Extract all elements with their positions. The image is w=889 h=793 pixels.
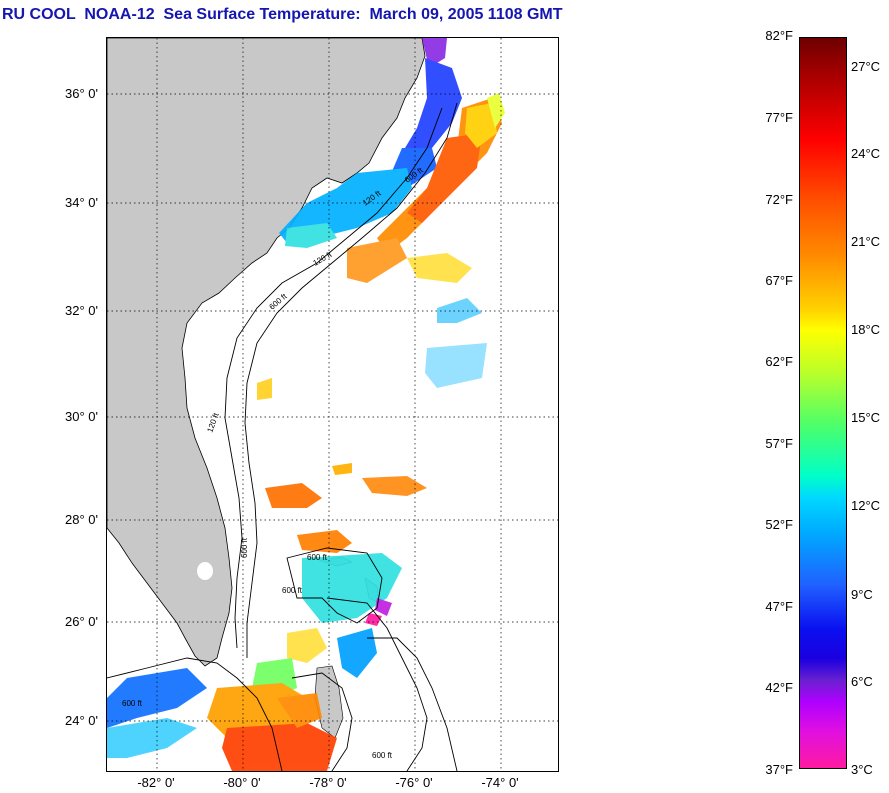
colorbar-label-c-6: 6°C: [851, 674, 873, 689]
map-title: RU COOL NOAA-12 Sea Surface Temperature:…: [2, 6, 563, 23]
colorbar-label-f-52: 52°F: [765, 517, 793, 532]
contour-label-10: 600 ft: [372, 751, 393, 760]
lon-label-80: -80° 0': [223, 775, 261, 790]
colorbar-label-c-27: 27°C: [851, 59, 881, 74]
sst-data-layer: [107, 38, 505, 771]
colorbar-label-f-42: 42°F: [765, 680, 793, 695]
lat-label-28: 28° 0': [65, 512, 98, 527]
lon-label-82: -82° 0': [137, 775, 175, 790]
lon-label-76: -76° 0': [395, 775, 433, 790]
lat-label-26: 26° 0': [65, 614, 98, 629]
colorbar-label-f-47: 47°F: [765, 599, 793, 614]
lake-okeechobee: [197, 562, 213, 580]
contour-label-4: 120 ft: [312, 250, 335, 268]
colorbar-label-f-37: 37°F: [765, 762, 793, 777]
colorbar-label-f-82: 82°F: [765, 28, 793, 43]
graticule: [107, 38, 558, 771]
colorbar-label-f-77: 77°F: [765, 110, 793, 125]
lon-label-74: -74° 0': [481, 775, 519, 790]
land-mainland: [107, 38, 426, 667]
colorbar-label-c-24: 24°C: [851, 146, 881, 161]
contour-label-8: 600 ft: [122, 699, 143, 708]
colorbar-label-f-57: 57°F: [765, 436, 793, 451]
lat-label-34: 34° 0': [65, 195, 98, 210]
colorbar-label-f-62: 62°F: [765, 354, 793, 369]
colorbar-label-c-15: 15°C: [851, 410, 881, 425]
contour-label-6: 600 ft: [307, 553, 328, 562]
sst-map-canvas: 120 ft 600 ft 600 ft 120 ft 600 ft 600 f…: [107, 38, 558, 771]
bathymetry-contours: [107, 102, 458, 771]
colorbar-label-c-12: 12°C: [851, 498, 881, 513]
lon-label-78: -78° 0': [309, 775, 347, 790]
colorbar-label-c-18: 18°C: [851, 322, 881, 337]
colorbar-label-c-9: 9°C: [851, 587, 873, 602]
temperature-colorbar: [799, 37, 847, 769]
colorbar-label-f-72: 72°F: [765, 192, 793, 207]
lat-label-32: 32° 0': [65, 303, 98, 318]
sst-map: 120 ft 600 ft 600 ft 120 ft 600 ft 600 f…: [106, 37, 559, 772]
contour-label-5: 600 ft: [240, 537, 249, 558]
colorbar-label-c-21: 21°C: [851, 234, 881, 249]
lat-label-30: 30° 0': [65, 409, 98, 424]
colorbar-label-f-67: 67°F: [765, 273, 793, 288]
lat-label-24: 24° 0': [65, 713, 98, 728]
contour-label-9: 120 ft: [205, 411, 221, 434]
contour-label-7: 600 ft: [282, 586, 303, 595]
lat-label-36: 36° 0': [65, 86, 98, 101]
colorbar-label-c-3: 3°C: [851, 762, 873, 777]
